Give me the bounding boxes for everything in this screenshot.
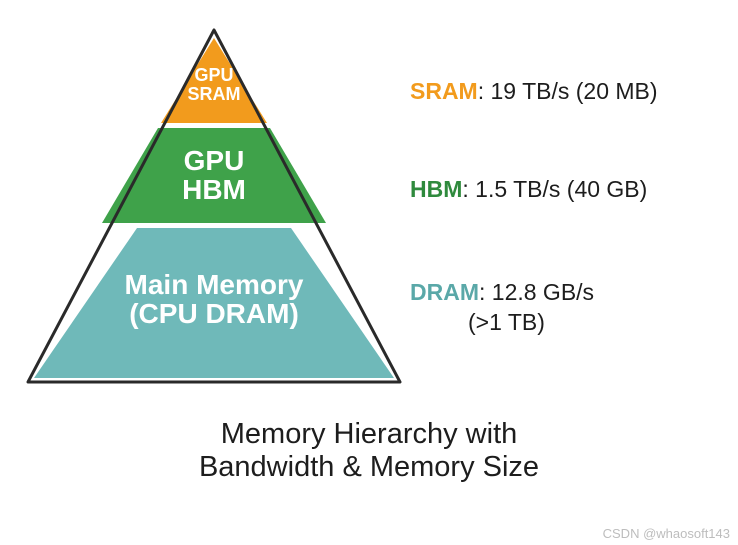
tier-dram-label-line1: Main Memory	[125, 269, 304, 300]
tier-sram-label-line1: GPU	[194, 65, 233, 85]
annotation-dram: DRAM: 12.8 GB/s (>1 TB)	[410, 278, 594, 338]
annotation-dram-value2: (>1 TB)	[410, 309, 545, 335]
annotation-sram-key: SRAM	[410, 78, 478, 104]
annotation-sram-value: : 19 TB/s (20 MB)	[478, 78, 658, 104]
tier-sram-label: GPU SRAM	[24, 66, 404, 104]
annotation-hbm-value: : 1.5 TB/s (40 GB)	[462, 176, 647, 202]
annotation-dram-value1: : 12.8 GB/s	[479, 279, 594, 305]
watermark: CSDN @whaosoft143	[603, 526, 730, 541]
tier-hbm-label-line2: HBM	[182, 174, 246, 205]
tier-hbm-label: GPU HBM	[24, 146, 404, 205]
tier-dram-label-line2: (CPU DRAM)	[129, 298, 299, 329]
memory-pyramid: GPU SRAM GPU HBM Main Memory (CPU DRAM)	[24, 18, 404, 388]
tier-dram-label: Main Memory (CPU DRAM)	[24, 270, 404, 329]
annotation-hbm: HBM: 1.5 TB/s (40 GB)	[410, 176, 647, 203]
annotation-hbm-key: HBM	[410, 176, 462, 202]
tier-hbm-label-line1: GPU	[184, 145, 245, 176]
tier-sram-label-line2: SRAM	[188, 84, 241, 104]
caption: Memory Hierarchy with Bandwidth & Memory…	[0, 418, 738, 485]
caption-line2: Bandwidth & Memory Size	[199, 451, 539, 483]
annotation-sram: SRAM: 19 TB/s (20 MB)	[410, 78, 658, 105]
caption-line1: Memory Hierarchy with	[221, 418, 518, 450]
annotation-dram-key: DRAM	[410, 279, 479, 305]
